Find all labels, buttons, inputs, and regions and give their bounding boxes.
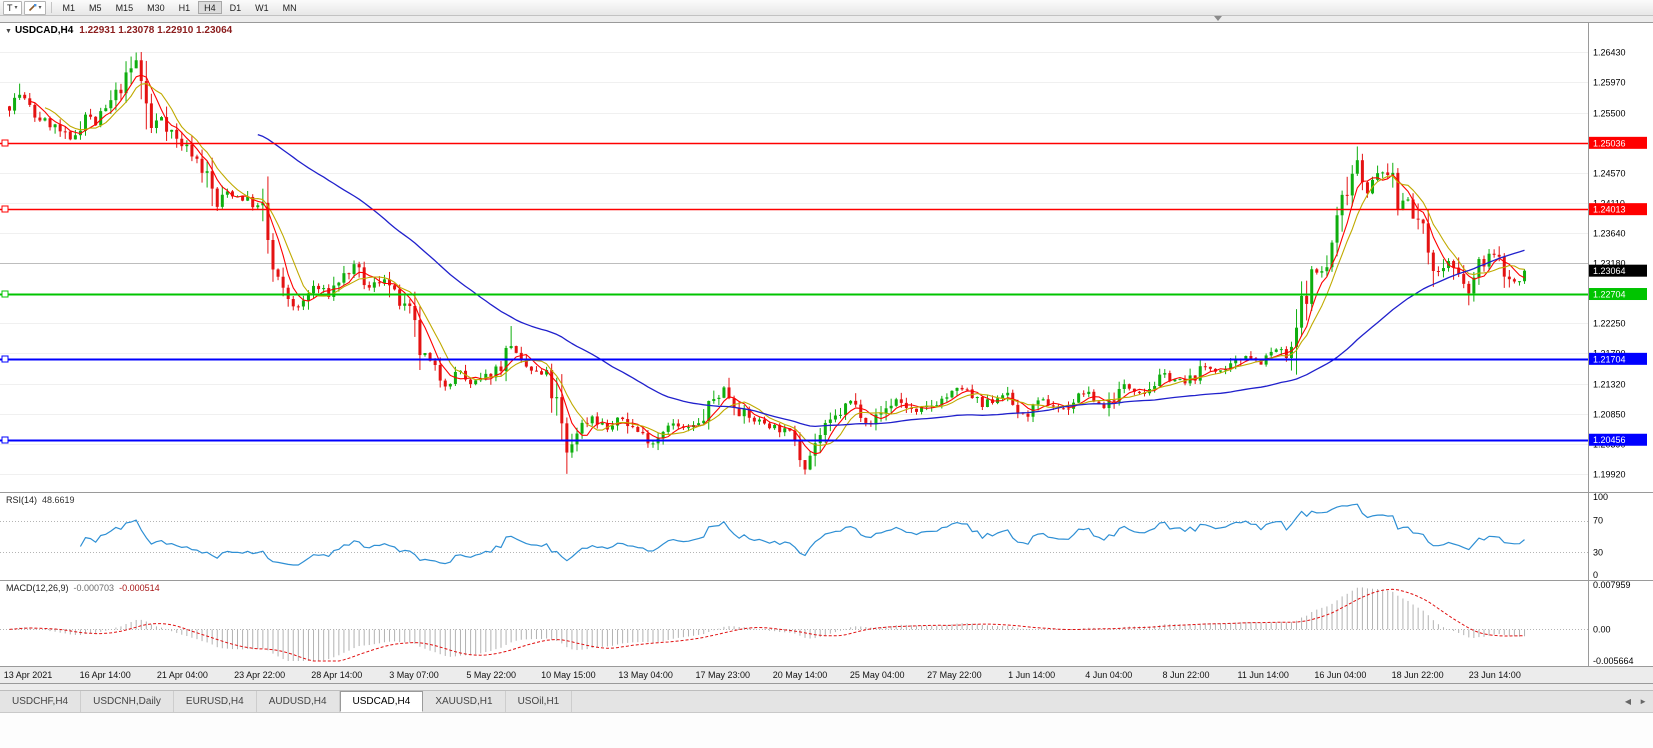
time-label: 16 Jun 04:00 [1314, 670, 1367, 680]
rsi-pane[interactable]: 100 70 30 0 [0, 492, 1653, 580]
timeframe-button-d1[interactable]: D1 [224, 1, 248, 14]
svg-text:1.23180: 1.23180 [1593, 259, 1626, 269]
svg-text:1.23640: 1.23640 [1593, 229, 1626, 239]
svg-text:1.21320: 1.21320 [1593, 380, 1626, 390]
svg-text:1.22704: 1.22704 [1593, 290, 1626, 300]
rsi-header: RSI(14) 48.6619 [6, 495, 75, 505]
time-axis[interactable]: 13 Apr 2021 16 Apr 14:00 21 Apr 04:00 23 Ap… [0, 666, 1653, 684]
tab-label: USDCNH,Daily [93, 696, 161, 707]
tab-scroll-right-icon[interactable]: ► [1639, 697, 1647, 706]
timeframe-button-h4[interactable]: H4 [198, 1, 222, 14]
time-label: 13 Apr 2021 [3, 670, 53, 680]
ohlc-values: 1.22931 1.23078 1.22910 1.23064 [79, 25, 233, 36]
svg-text:1.22250: 1.22250 [1593, 319, 1626, 329]
status-area [0, 712, 1653, 748]
draw-tool-button[interactable]: ▾ [23, 0, 46, 15]
svg-text:0.00: 0.00 [1593, 624, 1611, 634]
time-label: 3 May 07:00 [389, 670, 439, 680]
macd-main-value: -0.000703 [73, 583, 115, 593]
price-axis[interactable] [1588, 22, 1653, 666]
svg-text:1.25500: 1.25500 [1593, 109, 1626, 119]
time-label: 8 Jun 22:00 [1162, 670, 1210, 680]
timeframe-button-w1[interactable]: W1 [249, 1, 275, 14]
tab-xauusd-h1[interactable]: XAUUSD,H1 [423, 691, 506, 712]
svg-text:1.21704: 1.21704 [1593, 354, 1626, 364]
time-label: 16 Apr 14:00 [79, 670, 131, 680]
tab-usdchf-h4[interactable]: USDCHF,H4 [0, 691, 82, 712]
tab-usdcad-h4[interactable]: USDCAD,H4 [339, 691, 424, 712]
svg-text:-0.005664: -0.005664 [1593, 656, 1634, 666]
svg-text:0: 0 [1593, 570, 1598, 580]
time-label: 17 May 23:00 [695, 670, 751, 680]
time-label: 25 May 04:00 [849, 670, 905, 680]
tab-usoil-h1[interactable]: USOil,H1 [506, 691, 573, 712]
tab-scroll-left-icon[interactable]: ◀ [1624, 697, 1632, 706]
svg-text:1.20850: 1.20850 [1593, 410, 1626, 420]
svg-text:0.007959: 0.007959 [1593, 580, 1631, 590]
chart-shift-marker[interactable] [1214, 16, 1222, 21]
tab-audusd-h4[interactable]: AUDUSD,H4 [257, 691, 340, 712]
time-label: 27 May 22:00 [927, 670, 982, 680]
tab-label: USDCAD,H4 [352, 696, 411, 707]
time-label: 10 May 15:00 [541, 670, 596, 680]
svg-text:1.24013: 1.24013 [1593, 205, 1626, 215]
svg-text:1.25970: 1.25970 [1593, 78, 1626, 88]
svg-text:30: 30 [1593, 547, 1603, 557]
time-label: 1 Jun 14:00 [1008, 670, 1056, 680]
timeframe-button-h1[interactable]: H1 [173, 1, 197, 14]
tab-label: AUDUSD,H4 [268, 696, 327, 707]
svg-text:100: 100 [1593, 492, 1608, 502]
time-label: 28 Apr 14:00 [311, 670, 363, 680]
time-label: 23 Jun 14:00 [1468, 670, 1521, 680]
toolbar-separator [50, 2, 52, 13]
chart-background [0, 22, 1653, 666]
time-label: 11 Jun 14:00 [1237, 670, 1289, 680]
macd-header: MACD(12,26,9) -0.000703 -0.000514 [6, 583, 160, 593]
time-label: 18 Jun 22:00 [1391, 670, 1444, 680]
tab-eurusd-h4[interactable]: EURUSD,H4 [174, 691, 257, 712]
chevron-down-icon: ▾ [14, 4, 18, 11]
tab-label: USDCHF,H4 [12, 696, 69, 707]
timeframe-button-m1[interactable]: M1 [57, 1, 82, 14]
rsi-title: RSI(14) [6, 495, 38, 505]
tab-label: XAUUSD,H1 [435, 696, 493, 707]
svg-text:1.19920: 1.19920 [1593, 470, 1626, 480]
tab-usdcnh-daily[interactable]: USDCNH,Daily [81, 691, 174, 712]
timeframe-button-m30[interactable]: M30 [141, 1, 171, 14]
time-label: 23 Apr 22:00 [234, 670, 286, 680]
svg-text:1.23064: 1.23064 [1593, 266, 1626, 276]
macd-title: MACD(12,26,9) [6, 583, 69, 593]
timeframe-button-m15[interactable]: M15 [110, 1, 140, 14]
macd-pane[interactable]: 0.007959 0.00 -0.005664 [0, 580, 1653, 666]
svg-text:1.26430: 1.26430 [1593, 48, 1626, 58]
collapse-icon[interactable]: ▼ [5, 28, 12, 35]
svg-text:1.25036: 1.25036 [1593, 138, 1626, 148]
svg-text:1.20456: 1.20456 [1593, 435, 1626, 445]
price-chart-pane[interactable]: 1.264301.259701.255001.250401.245701.241… [0, 22, 1653, 492]
svg-text:70: 70 [1593, 516, 1603, 526]
toolbar: T ▾ ▾ M1 M5 M15 M30 H1 H4 D1 W1 MN [0, 0, 1653, 16]
chevron-down-icon: ▾ [38, 4, 42, 11]
time-label: 13 May 04:00 [618, 670, 673, 680]
macd-signal-value: -0.000514 [119, 583, 160, 593]
time-label: 5 May 22:00 [466, 670, 516, 680]
symbol-label: USDCAD,H4 [14, 25, 74, 36]
time-label: 20 May 14:00 [772, 670, 828, 680]
cursor-tool-button[interactable]: T ▾ [3, 0, 22, 15]
pencil-icon [28, 4, 36, 12]
tab-label: EURUSD,H4 [185, 696, 244, 707]
time-label: 21 Apr 04:00 [156, 670, 208, 680]
timeframe-button-mn[interactable]: MN [277, 1, 303, 14]
rsi-value: 48.6619 [42, 495, 75, 505]
tab-label: USOil,H1 [517, 696, 560, 707]
svg-text:1.24570: 1.24570 [1593, 169, 1626, 179]
cursor-tool-label: T [7, 2, 13, 13]
chart-tab-bar: USDCHF,H4 USDCNH,Daily EURUSD,H4 AUDUSD,… [0, 690, 1653, 713]
timeframe-button-m5[interactable]: M5 [83, 1, 108, 14]
chart-header: ▼ USDCAD,H4 1.22931 1.23078 1.22910 1.2306… [5, 25, 232, 36]
time-label: 4 Jun 04:00 [1085, 670, 1133, 680]
